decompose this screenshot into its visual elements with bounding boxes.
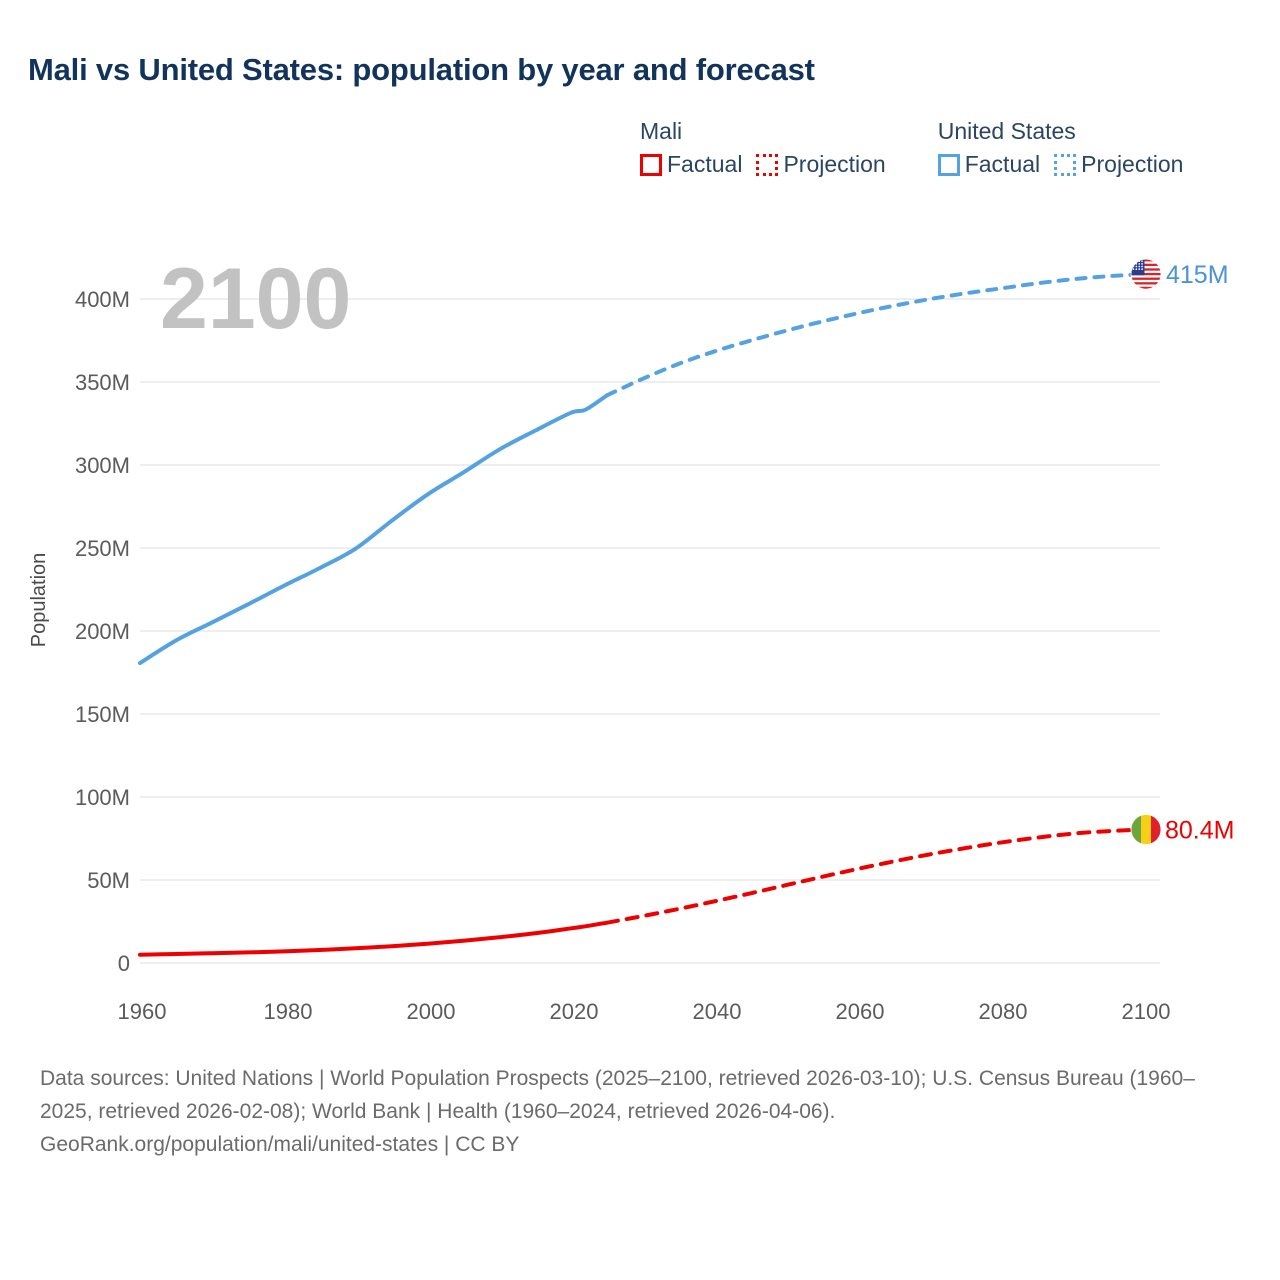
x-tick-label: 2080 bbox=[979, 999, 1028, 1024]
line-mali-factual bbox=[138, 920, 610, 957]
x-tick-label: 2040 bbox=[693, 999, 742, 1024]
gridlines bbox=[140, 298, 1160, 964]
footer-data-sources: Data sources: United Nations | World Pop… bbox=[40, 1067, 1195, 1123]
endpoint-label-mali: 80.4M bbox=[1165, 817, 1234, 845]
chart-svg: 2100 0 50M 100M 150M 200M 250M 300M 350M… bbox=[28, 251, 1234, 1024]
y-tick-label: 200M bbox=[75, 619, 130, 644]
legend-label-us-projection: Projection bbox=[1081, 151, 1184, 177]
y-tick-label: 300M bbox=[75, 453, 130, 478]
legend-label-mali-projection: Projection bbox=[783, 151, 886, 177]
line-us-factual bbox=[138, 393, 610, 666]
chart-plot-area: 2100 0 50M 100M 150M 200M 250M 300M 350M… bbox=[28, 251, 1234, 1024]
legend-item-us-projection[interactable]: Projection bbox=[1054, 153, 1183, 176]
footer-attribution[interactable]: GeoRank.org/population/mali/united-state… bbox=[40, 1133, 520, 1156]
legend-group-united-states: United States Factual Projection bbox=[937, 118, 1183, 177]
legend-label-us-factual: Factual bbox=[964, 151, 1041, 177]
endpoint-label-us: 415M bbox=[1166, 261, 1229, 289]
x-tick-label: 2060 bbox=[836, 999, 885, 1024]
x-axis-ticks: 1960 1980 2000 2020 2040 2060 2080 2100 bbox=[118, 999, 1171, 1024]
series-united-states bbox=[138, 272, 1148, 666]
page-title: Mali vs United States: population by yea… bbox=[28, 52, 815, 87]
line-mali-projection bbox=[605, 827, 1148, 925]
x-tick-label: 2020 bbox=[550, 999, 599, 1024]
line-us-projection bbox=[605, 272, 1148, 398]
x-tick-label: 2100 bbox=[1122, 999, 1171, 1024]
y-tick-label: 100M bbox=[75, 785, 130, 810]
legend-label-mali-factual: Factual bbox=[667, 151, 743, 177]
legend-swatch-solid-icon bbox=[937, 153, 960, 176]
y-tick-label: 350M bbox=[75, 370, 130, 395]
legend-items-mali: Factual Projection bbox=[640, 153, 886, 176]
legend-swatch-solid-icon bbox=[640, 153, 662, 176]
x-tick-label: 1980 bbox=[264, 999, 313, 1024]
endpoint-mali[interactable]: 80.4M bbox=[1130, 814, 1234, 845]
legend-item-mali-factual[interactable]: Factual bbox=[640, 153, 742, 176]
series-mali bbox=[138, 827, 1148, 957]
endpoint-united-states[interactable]: 415M bbox=[1130, 258, 1229, 290]
y-tick-label: 150M bbox=[75, 702, 130, 727]
y-tick-label: 0 bbox=[118, 951, 130, 976]
legend-swatch-dotted-icon bbox=[756, 153, 779, 176]
y-tick-label: 250M bbox=[75, 536, 130, 561]
legend-group-title-united-states: United States bbox=[937, 118, 1076, 144]
x-tick-label: 1960 bbox=[118, 999, 167, 1024]
footer: Data sources: United Nations | World Pop… bbox=[40, 1062, 1240, 1161]
y-tick-label: 400M bbox=[75, 287, 130, 312]
legend-group-title-mali: Mali bbox=[640, 118, 683, 144]
legend-item-us-factual[interactable]: Factual bbox=[937, 151, 1041, 177]
legend-item-mali-projection[interactable]: Projection bbox=[756, 151, 886, 177]
legend-items-united-states: Factual Projection bbox=[937, 151, 1183, 177]
watermark-year: 2100 bbox=[160, 251, 351, 347]
chart-legend: Mali Factual Projection United States Fa… bbox=[640, 120, 1183, 176]
x-tick-label: 2000 bbox=[407, 999, 456, 1024]
us-flag-icon bbox=[1130, 258, 1162, 290]
y-axis-ticks: 0 50M 100M 150M 200M 250M 300M 350M 400M bbox=[75, 287, 130, 976]
legend-swatch-dotted-icon bbox=[1054, 153, 1077, 176]
y-tick-label: 50M bbox=[87, 868, 130, 893]
mali-flag-icon bbox=[1130, 814, 1162, 845]
legend-group-mali: Mali Factual Projection bbox=[640, 120, 886, 176]
y-axis-title: Population bbox=[28, 553, 50, 648]
